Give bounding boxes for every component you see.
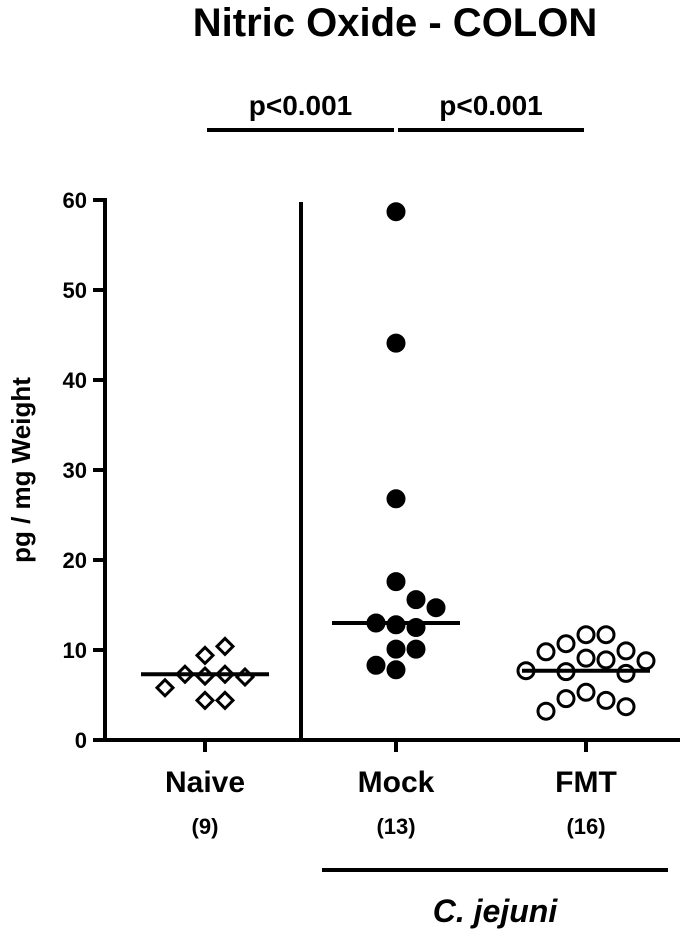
p-value-label: p<0.001	[249, 90, 353, 121]
y-tick-label: 40	[63, 368, 87, 393]
data-point-naive	[194, 690, 216, 711]
data-point-mock	[386, 660, 406, 680]
p-value-label: p<0.001	[439, 90, 543, 121]
y-tick-label: 30	[63, 458, 87, 483]
data-point-mock	[386, 572, 406, 592]
data-point-fmt	[556, 689, 576, 709]
y-tick-label: 0	[75, 728, 87, 753]
data-point-fmt	[596, 690, 616, 710]
y-tick-label: 50	[63, 278, 87, 303]
data-point-mock	[386, 202, 406, 222]
data-point-mock	[406, 639, 426, 659]
data-point-fmt	[596, 650, 616, 670]
data-points	[154, 202, 656, 721]
chart-title: Nitric Oxide - COLON	[193, 1, 598, 45]
data-point-mock	[386, 639, 406, 659]
data-point-naive	[214, 690, 236, 711]
y-tick-label: 10	[63, 638, 87, 663]
x-axis: Naive (9) Mock (13) FMT (16)	[103, 738, 680, 839]
data-point-naive	[234, 666, 256, 688]
y-tick-label: 60	[63, 188, 87, 213]
data-point-naive	[154, 677, 176, 698]
x-category-label: Naive	[165, 766, 245, 799]
data-point-fmt	[576, 648, 596, 668]
data-point-fmt	[536, 701, 556, 721]
data-point-fmt	[636, 651, 656, 671]
significance-annotations: p<0.001 p<0.001	[207, 90, 584, 132]
data-point-mock	[426, 598, 446, 618]
x-category-count: (13)	[376, 814, 415, 839]
x-category-label: Mock	[358, 766, 435, 799]
data-point-fmt	[556, 634, 576, 654]
data-point-mock	[386, 333, 406, 353]
data-point-naive	[214, 636, 236, 657]
data-point-naive	[194, 645, 216, 666]
data-point-fmt	[616, 663, 636, 683]
data-point-fmt	[576, 682, 596, 702]
y-axis-label: pg / mg Weight	[6, 377, 36, 563]
data-point-fmt	[616, 641, 636, 661]
data-point-fmt	[536, 642, 556, 662]
x-category-count: (16)	[566, 814, 605, 839]
data-point-fmt	[616, 697, 636, 717]
median-lines	[141, 621, 650, 677]
x-category-count: (9)	[192, 814, 219, 839]
y-tick-label: 20	[63, 548, 87, 573]
data-point-fmt	[576, 625, 596, 645]
data-point-mock	[366, 655, 386, 675]
y-axis: 0 10 20 30 40 50 60	[63, 188, 107, 753]
data-point-fmt	[596, 625, 616, 645]
group-label: C. jejuni	[433, 893, 559, 929]
x-category-label: FMT	[555, 766, 617, 799]
data-point-mock	[406, 590, 426, 610]
data-point-mock	[386, 489, 406, 509]
